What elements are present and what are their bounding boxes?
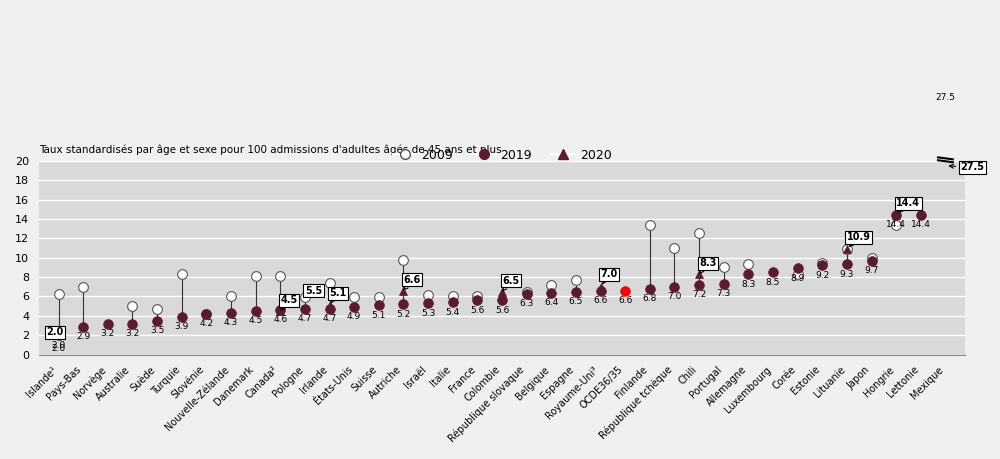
Text: 14.4: 14.4 [896,198,920,213]
Text: 7.2: 7.2 [692,290,706,299]
Text: 6.3: 6.3 [519,299,534,308]
Text: 8.5: 8.5 [766,278,780,286]
Text: 4.7: 4.7 [298,314,312,324]
Text: 14.4: 14.4 [886,220,906,230]
Text: 4.6: 4.6 [273,315,287,325]
Text: 4.3: 4.3 [224,318,238,327]
Text: 8.9: 8.9 [790,274,805,283]
Text: 2.0: 2.0 [51,341,66,350]
Text: 27.5: 27.5 [935,93,955,102]
Text: 6.8: 6.8 [643,294,657,303]
Text: 5.6: 5.6 [495,306,509,315]
Text: 6.4: 6.4 [544,298,558,307]
Text: 5.1: 5.1 [330,288,347,302]
Legend: 2009, 2019, 2020: 2009, 2019, 2020 [388,144,616,167]
Text: 4.2: 4.2 [199,319,213,328]
Text: 10.9: 10.9 [847,232,871,246]
Text: 9.2: 9.2 [815,271,829,280]
Text: 5.5: 5.5 [305,285,322,297]
Text: 4.5: 4.5 [280,295,298,310]
Text: 2.0: 2.0 [51,344,66,353]
Text: 14.4: 14.4 [911,220,931,230]
Text: 2.9: 2.9 [76,332,90,341]
Text: 6.6: 6.6 [618,296,632,305]
Text: 2.0: 2.0 [46,327,63,337]
Text: 6.5: 6.5 [502,276,519,291]
Text: 6.6: 6.6 [403,275,421,290]
Text: 3.2: 3.2 [125,329,140,338]
Text: 5.4: 5.4 [446,308,460,317]
Text: 3.2: 3.2 [101,329,115,338]
Text: 8.3: 8.3 [741,280,756,289]
Text: 9.7: 9.7 [864,266,879,275]
Text: Taux standardisés par âge et sexe pour 100 admissions d'adultes âgés de 45 ans e: Taux standardisés par âge et sexe pour 1… [39,145,501,155]
Text: 8.3: 8.3 [699,258,716,273]
Text: 27.5: 27.5 [949,162,984,173]
Text: 6.5: 6.5 [569,297,583,306]
Text: 4.9: 4.9 [347,313,361,321]
Text: 5.2: 5.2 [396,309,411,319]
Text: 7.0: 7.0 [667,292,682,301]
Text: 7.3: 7.3 [717,289,731,298]
Text: 3.9: 3.9 [175,322,189,331]
Text: 4.5: 4.5 [249,316,263,325]
Text: 6.6: 6.6 [593,296,608,305]
Text: 3.5: 3.5 [150,326,164,335]
Text: 5.1: 5.1 [372,311,386,319]
Text: 9.3: 9.3 [840,270,854,279]
Text: 5.3: 5.3 [421,308,435,318]
Text: 4.7: 4.7 [322,314,337,324]
Text: 7.0: 7.0 [601,269,618,284]
Text: 5.6: 5.6 [470,306,485,315]
